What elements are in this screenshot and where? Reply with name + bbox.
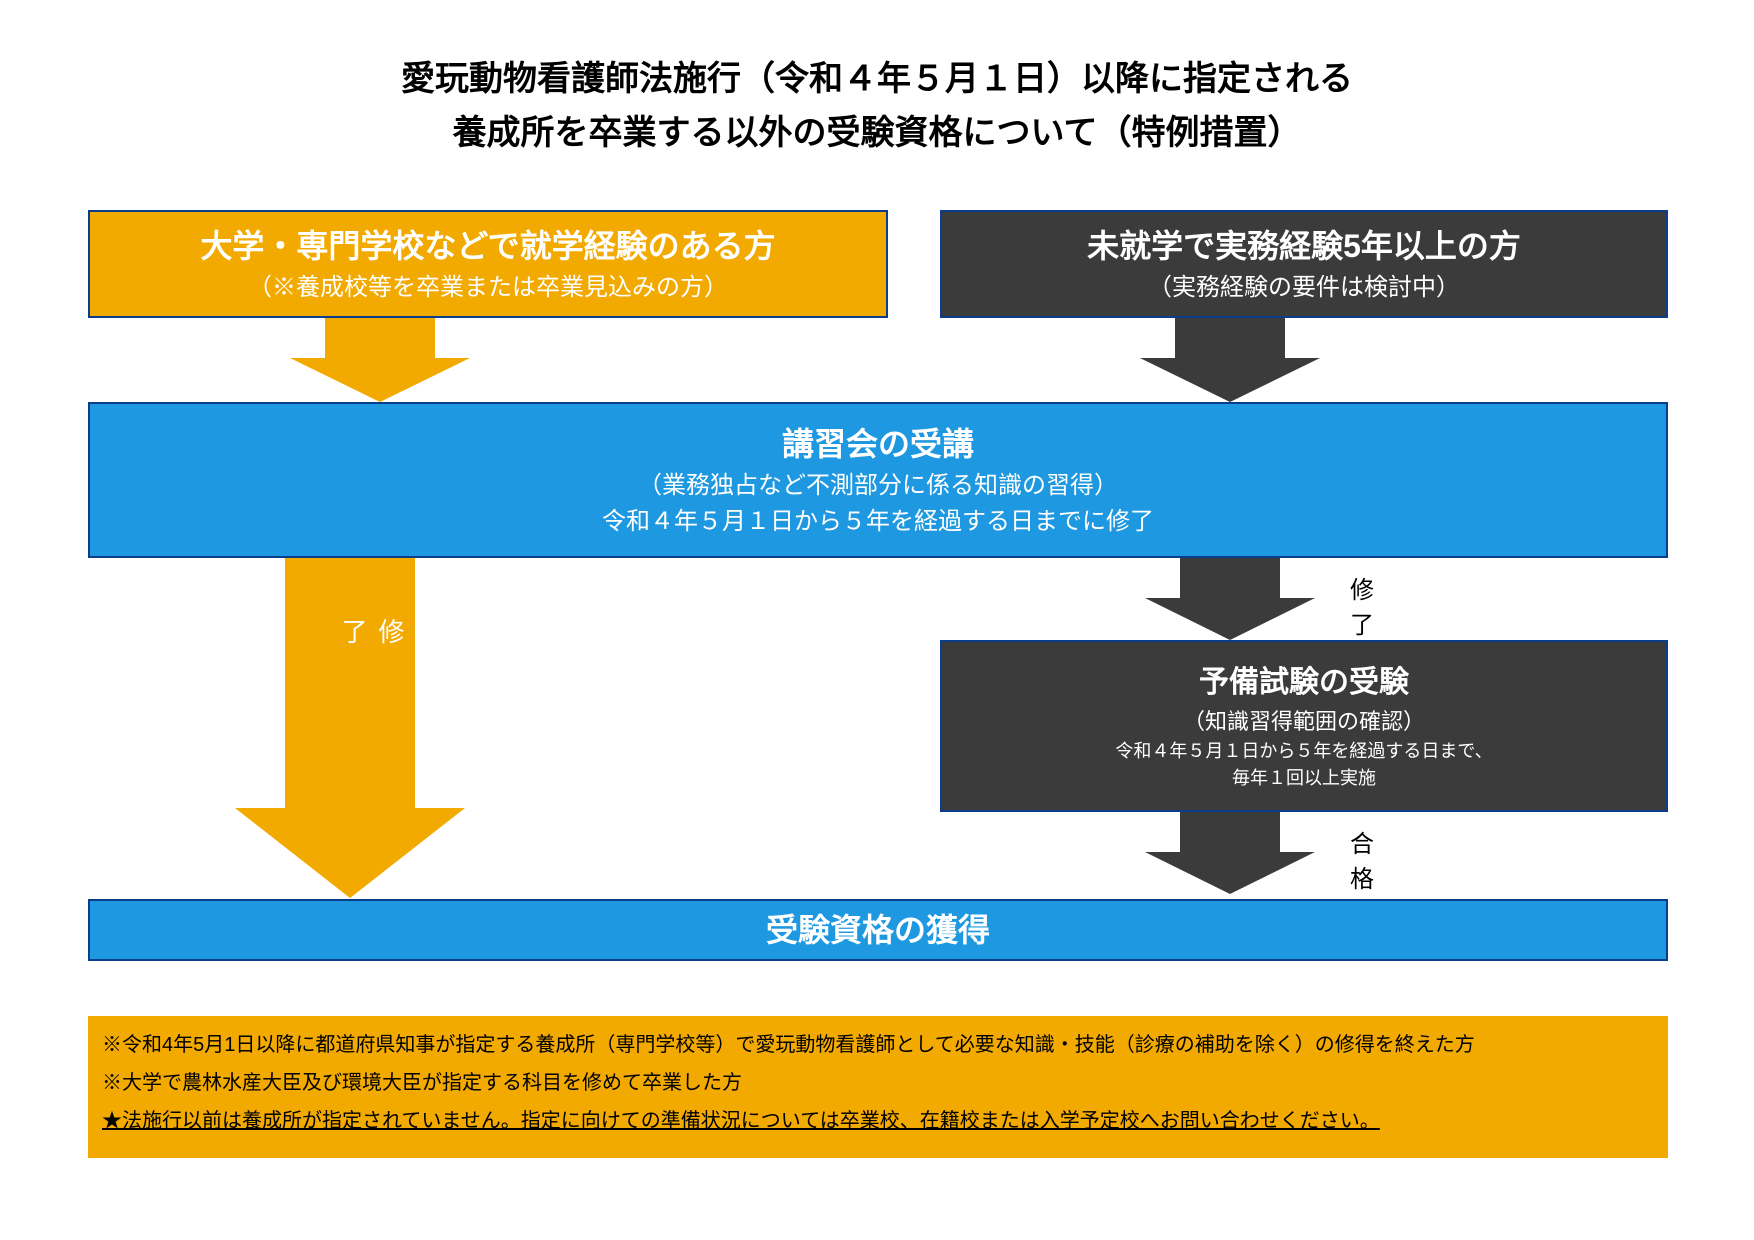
arrow-a4-label: 修了: [1350, 570, 1374, 640]
box-left_entry-title: 大学・専門学校などで就学経験のある方: [200, 222, 775, 270]
box-right_entry-sub: （実務経験の要件は検討中）: [1148, 270, 1460, 306]
box-course-sub2: 令和４年５月１日から５年を経過する日までに修了: [602, 504, 1154, 540]
footnote-line-1: ※大学で農林水産大臣及び環境大臣が指定する科目を修めて卒業した方: [102, 1064, 1654, 1102]
page-title: 愛玩動物看護師法施行（令和４年５月１日）以降に指定される養成所を卒業する以外の受…: [0, 52, 1754, 161]
box-left_entry: 大学・専門学校などで就学経験のある方（※養成校等を卒業または卒業見込みの方）: [88, 210, 888, 318]
box-final: 受験資格の獲得: [88, 899, 1668, 961]
box-prelim-title: 予備試験の受験: [1199, 660, 1409, 705]
box-course: 講習会の受講（業務独占など不測部分に係る知識の習得）令和４年５月１日から５年を経…: [88, 402, 1668, 558]
box-right_entry-title: 未就学で実務経験5年以上の方: [1087, 222, 1521, 270]
box-course-sub1: （業務独占など不測部分に係る知識の習得）: [638, 468, 1118, 504]
footnote-line-0: ※令和4年5月1日以降に都道府県知事が指定する養成所（専門学校等）で愛玩動物看護…: [102, 1026, 1654, 1064]
box-prelim-sub3: 毎年１回以上実施: [1232, 765, 1376, 792]
box-prelim: 予備試験の受験（知識習得範囲の確認）令和４年５月１日から５年を経過する日まで、毎…: [940, 640, 1668, 812]
box-prelim-sub1: （知識習得範囲の確認）: [1183, 705, 1425, 738]
box-final-title: 受験資格の獲得: [766, 906, 990, 954]
box-prelim-sub2: 令和４年５月１日から５年を経過する日まで、: [1115, 738, 1492, 765]
arrow-a3-label: 修了: [335, 618, 409, 662]
box-left_entry-sub: （※養成校等を卒業または卒業見込みの方）: [248, 270, 728, 306]
title-line1: 愛玩動物看護師法施行（令和４年５月１日）以降に指定される: [0, 52, 1754, 106]
box-course-title: 講習会の受講: [782, 420, 974, 468]
title-line2: 養成所を卒業する以外の受験資格について（特例措置）: [0, 106, 1754, 160]
footnote-box: ※令和4年5月1日以降に都道府県知事が指定する養成所（専門学校等）で愛玩動物看護…: [88, 1016, 1668, 1158]
arrow-a5-label: 合格: [1350, 824, 1374, 894]
footnote-line-2: ★法施行以前は養成所が指定されていません。指定に向けての準備状況については卒業校…: [102, 1102, 1654, 1140]
box-right_entry: 未就学で実務経験5年以上の方（実務経験の要件は検討中）: [940, 210, 1668, 318]
